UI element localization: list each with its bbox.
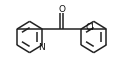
Text: O: O xyxy=(58,5,65,14)
Text: Cl: Cl xyxy=(85,23,94,32)
Text: N: N xyxy=(38,43,44,52)
